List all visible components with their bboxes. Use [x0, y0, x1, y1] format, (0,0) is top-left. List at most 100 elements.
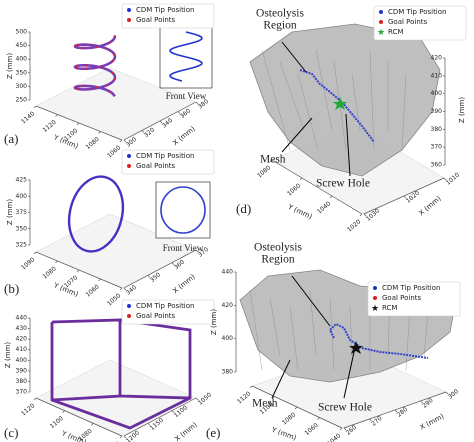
- legend-label: CDM Tip Position: [136, 152, 194, 160]
- mesh-line: [369, 49, 375, 151]
- z-tick-label: 350: [16, 225, 28, 232]
- x-axis-label: X (mm): [171, 273, 197, 296]
- panel-label: (e): [206, 425, 220, 440]
- y-tick-label: 1090: [20, 256, 36, 271]
- x-tick: [195, 249, 199, 253]
- z-axis-label: Z (mm): [6, 53, 14, 79]
- legend-box: [373, 5, 467, 41]
- y-tick: [119, 287, 123, 291]
- x-tick-label: 300: [447, 388, 460, 401]
- inset-caption: Front View: [163, 243, 204, 253]
- legend-marker: [379, 20, 383, 24]
- goal-point: [90, 88, 93, 91]
- goal-point: [100, 66, 103, 69]
- x-tick: [141, 130, 145, 133]
- legend-marker: [127, 314, 131, 318]
- hole-callout: Screw Hole: [318, 402, 372, 414]
- z-tick-label: 380: [16, 378, 28, 385]
- legend-label: CDM Tip Position: [136, 6, 194, 14]
- y-tick: [76, 122, 80, 126]
- region-callout: Region: [263, 20, 296, 32]
- x-tick: [443, 177, 447, 181]
- y-tick: [317, 417, 320, 420]
- goal-point: [85, 67, 88, 70]
- goal-point: [85, 64, 88, 67]
- x-axis-label: X (mm): [171, 125, 197, 148]
- y-tick-label: 1100: [49, 415, 65, 430]
- z-tick-label: 440: [222, 269, 234, 276]
- y-tick: [119, 139, 123, 143]
- y-tick: [329, 195, 333, 199]
- legend-marker: [127, 164, 131, 168]
- y-tick: [76, 269, 80, 273]
- region-callout: Region: [261, 254, 294, 266]
- z-axis-label: Z (mm): [6, 199, 14, 225]
- goal-point: [114, 35, 116, 37]
- legend-label: Goal Points: [388, 18, 428, 26]
- legend-marker: [127, 8, 131, 12]
- legend-marker: [127, 154, 131, 158]
- y-axis: [271, 159, 363, 215]
- legend-box: [367, 281, 461, 317]
- x-tick: [147, 275, 151, 278]
- x-axis: [123, 397, 197, 437]
- z-tick-label: 420: [16, 336, 28, 343]
- mesh-line: [279, 61, 305, 131]
- mesh-callout: Mesh: [252, 398, 278, 410]
- inset-trajectory: [169, 31, 203, 82]
- panel: 4404304204104003903803701120110010801060…: [4, 299, 215, 442]
- z-tick-label: 370: [431, 144, 443, 151]
- mesh-callout: Mesh: [260, 154, 286, 166]
- x-tick: [171, 410, 175, 413]
- y-tick: [98, 131, 101, 134]
- legend-marker: [127, 304, 131, 308]
- panel-label: (c): [4, 425, 18, 440]
- y-tick-label: 1050: [106, 292, 122, 307]
- z-tick-label: 325: [16, 242, 28, 249]
- goal-point: [81, 47, 84, 50]
- legend-label: RCM: [382, 304, 397, 312]
- panel: 4254003753503251090108010701060105034035…: [4, 149, 215, 308]
- legend-label: Goal Points: [136, 16, 176, 24]
- x-tick: [403, 195, 407, 199]
- z-tick-label: 440: [16, 315, 28, 322]
- y-tick: [339, 427, 343, 431]
- circle-trajectory: [67, 175, 125, 253]
- goal-point: [104, 84, 107, 87]
- z-tick-label: 420: [431, 55, 443, 62]
- mesh-line: [297, 73, 319, 151]
- z-axis-label: Z (mm): [210, 309, 218, 335]
- y-tick-label: 1060: [106, 144, 122, 159]
- panel-label: (d): [236, 201, 251, 216]
- y-tick: [62, 410, 65, 413]
- y-tick: [55, 114, 58, 117]
- x-tick: [171, 262, 175, 265]
- goal-point: [104, 47, 107, 50]
- y-tick: [91, 423, 94, 426]
- legend-marker: ★: [377, 28, 385, 38]
- goal-point: [74, 86, 77, 89]
- y-tick-label: 1080: [85, 136, 101, 151]
- x-tick: [123, 287, 127, 291]
- goal-point: [77, 88, 80, 91]
- legend-box: [121, 149, 215, 175]
- rcm-star: [333, 97, 347, 110]
- x-tick: [177, 111, 181, 114]
- z-axis-label: Z (mm): [4, 342, 12, 368]
- y-tick-label: 1120: [42, 119, 58, 134]
- y-tick: [299, 177, 303, 181]
- goal-point: [95, 45, 98, 48]
- legend-box: [121, 3, 215, 29]
- x-tick: [195, 397, 199, 401]
- x-tick: [123, 139, 127, 143]
- z-tick-label: 390: [16, 367, 28, 374]
- inset-trajectory: [160, 186, 206, 234]
- x-tick: [394, 409, 398, 413]
- y-tick-label: 1120: [236, 390, 252, 405]
- legend-label: CDM Tip Position: [382, 284, 440, 292]
- z-tick-label: 380: [222, 369, 234, 376]
- legend-label: CDM Tip Position: [136, 302, 194, 310]
- legend-label: RCM: [388, 28, 403, 36]
- mesh-line: [261, 49, 291, 151]
- arrow: [343, 351, 355, 399]
